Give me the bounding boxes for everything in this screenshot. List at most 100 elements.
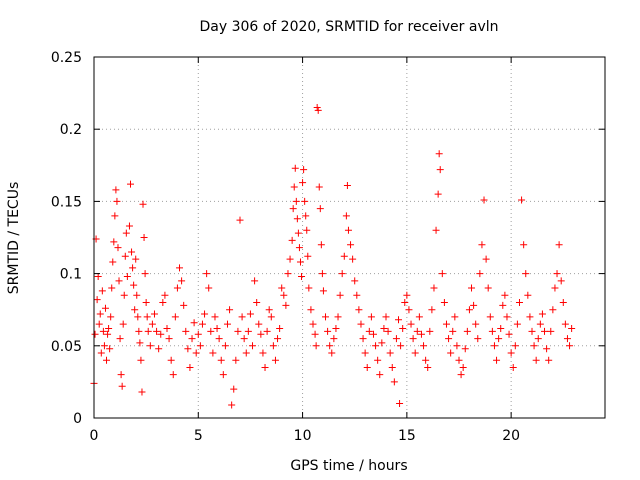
y-tick-label: 0.1 <box>60 267 82 283</box>
data-point <box>307 306 315 314</box>
y-tick-label: 0.15 <box>51 194 82 210</box>
data-point <box>240 335 248 343</box>
data-point <box>184 345 192 353</box>
data-point <box>315 183 323 191</box>
x-tick-label: 20 <box>502 428 520 444</box>
data-point <box>107 313 115 321</box>
data-point <box>559 298 567 306</box>
data-point <box>127 180 134 188</box>
plot-frame <box>93 56 606 419</box>
data-point <box>138 388 146 396</box>
data-point <box>413 327 421 335</box>
data-point <box>190 319 198 327</box>
data-point <box>463 327 471 335</box>
data-point <box>507 349 515 357</box>
data-point <box>553 270 561 278</box>
data-point <box>474 335 482 343</box>
data-point <box>198 320 206 328</box>
data-point <box>165 335 173 343</box>
data-point <box>123 272 131 280</box>
data-point <box>490 342 498 350</box>
data-point <box>115 277 123 285</box>
data-point <box>472 320 480 328</box>
data-point <box>314 106 322 114</box>
data-point <box>141 270 149 278</box>
data-point <box>407 320 415 328</box>
data-point <box>136 339 144 347</box>
data-point <box>118 382 126 390</box>
data-point <box>109 258 117 266</box>
data-point <box>146 342 154 350</box>
data-point <box>276 324 284 332</box>
data-point <box>378 339 386 347</box>
data-point <box>363 363 371 371</box>
data-point <box>108 284 116 292</box>
data-point <box>390 378 398 386</box>
data-point <box>484 284 492 292</box>
data-point <box>291 164 299 172</box>
data-point <box>478 241 486 249</box>
data-point <box>163 324 171 332</box>
data-point <box>495 335 503 343</box>
data-point <box>290 183 298 191</box>
data-point <box>97 349 105 357</box>
data-point <box>520 241 528 249</box>
data-point <box>205 284 213 292</box>
data-point <box>120 291 128 299</box>
data-point <box>449 327 457 335</box>
data-point <box>545 356 553 364</box>
data-point <box>125 222 133 230</box>
y-tick-label: 0.05 <box>51 339 82 355</box>
data-point <box>113 197 121 205</box>
data-point <box>280 291 288 299</box>
data-point <box>316 205 324 213</box>
data-point <box>219 371 227 379</box>
data-point <box>95 320 103 328</box>
data-point <box>415 313 423 321</box>
data-point <box>566 342 574 350</box>
data-point <box>242 349 250 357</box>
data-point <box>511 342 519 350</box>
data-point <box>234 327 242 335</box>
data-point <box>271 356 279 364</box>
data-point <box>176 264 184 272</box>
data-point <box>459 363 467 371</box>
data-point <box>409 335 417 343</box>
data-point <box>153 327 161 335</box>
data-point <box>435 150 443 158</box>
data-point <box>110 238 118 246</box>
data-point <box>380 324 388 332</box>
data-point <box>182 327 190 335</box>
data-point <box>547 327 555 335</box>
data-point <box>522 270 530 278</box>
data-point <box>563 335 571 343</box>
data-point <box>372 342 380 350</box>
gridlines <box>94 57 605 418</box>
data-point <box>269 342 277 350</box>
x-axis-label: GPS time / hours <box>290 458 407 474</box>
data-point <box>411 349 419 357</box>
data-point <box>140 234 148 241</box>
data-point <box>155 345 163 353</box>
data-point <box>313 104 321 112</box>
data-point <box>171 313 179 321</box>
data-point <box>238 313 246 321</box>
data-point <box>417 330 425 338</box>
data-point <box>403 291 411 299</box>
data-point <box>397 342 405 350</box>
data-point <box>486 313 494 321</box>
y-tick-label: 0 <box>73 411 82 427</box>
data-point <box>295 244 303 252</box>
data-point <box>296 258 304 266</box>
data-point <box>561 320 569 328</box>
data-point <box>209 349 217 357</box>
data-point <box>134 313 142 321</box>
data-point <box>121 252 129 260</box>
data-point <box>480 196 488 204</box>
data-point <box>101 304 109 312</box>
data-point <box>103 356 111 364</box>
data-point <box>148 320 156 328</box>
data-point <box>420 342 428 350</box>
data-point <box>157 330 165 338</box>
data-point <box>117 371 125 379</box>
